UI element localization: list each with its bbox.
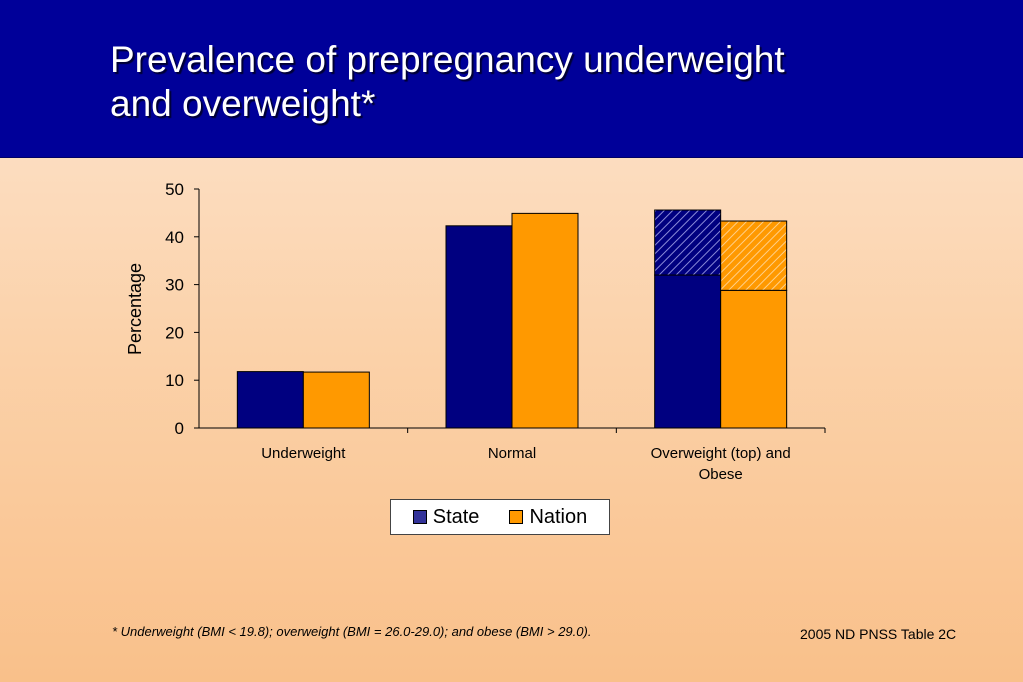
y-tick-label: 30 — [165, 276, 184, 295]
source-note: 2005 ND PNSS Table 2C — [800, 626, 957, 642]
bar-state-obese — [654, 274, 722, 429]
bar-nation — [511, 212, 579, 429]
bar-state-overweight — [654, 209, 722, 276]
y-tick-label: 0 — [175, 419, 184, 438]
title-banner: Prevalence of prepregnancy underweight a… — [0, 0, 1023, 158]
legend-label-state: State — [432, 505, 480, 528]
y-tick-label: 10 — [165, 371, 184, 390]
y-axis-label: Percentage — [125, 263, 145, 355]
legend-swatch-nation — [509, 510, 524, 524]
title-line-1: Prevalence of prepregnancy underweight — [110, 39, 785, 80]
legend-swatch-state — [412, 510, 427, 524]
bar-state — [236, 371, 304, 429]
legend-item-nation: Nation — [509, 506, 587, 529]
y-tick-label: 20 — [165, 323, 184, 342]
footnote: * Underweight (BMI < 19.8); overweight (… — [112, 624, 592, 639]
bar-nation-obese — [720, 289, 788, 429]
bar-nation — [302, 371, 370, 429]
x-category-label: Overweight (top) and — [651, 445, 791, 462]
legend-label-nation: Nation — [529, 505, 588, 528]
x-category-label: Underweight — [261, 445, 346, 462]
bar-nation-overweight — [720, 220, 788, 291]
x-category-label: Normal — [488, 445, 536, 462]
chart-legend: State Nation — [390, 499, 610, 535]
bar-state — [445, 225, 513, 429]
y-tick-label: 50 — [165, 180, 184, 199]
title-line-2: and overweight* — [110, 83, 376, 124]
y-tick-label: 40 — [165, 228, 184, 247]
x-category-label: Obese — [699, 466, 743, 483]
legend-item-state: State — [412, 505, 480, 529]
slide-title: Prevalence of prepregnancy underweight a… — [110, 38, 910, 126]
